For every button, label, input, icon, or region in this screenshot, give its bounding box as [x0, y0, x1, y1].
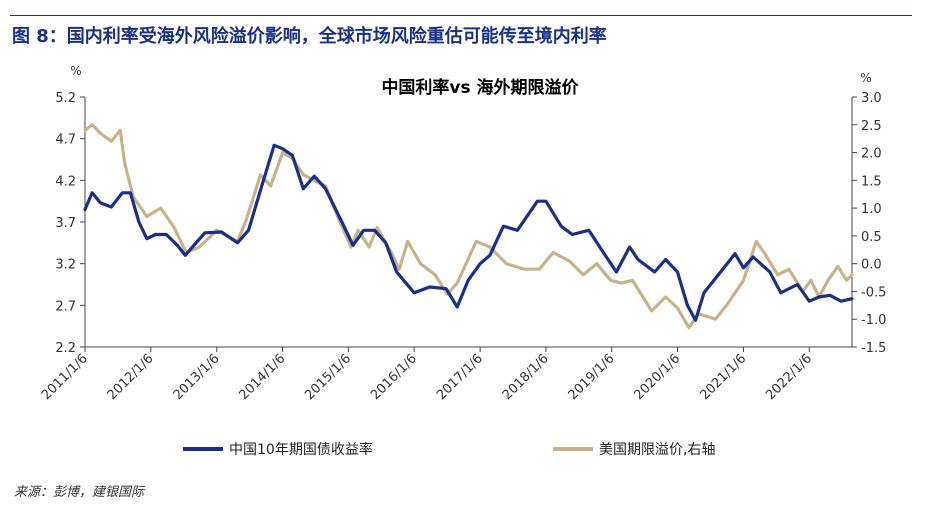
x-tick-label: 2021/1/6 [697, 351, 749, 403]
right-tick-label: -1.5 [861, 341, 886, 356]
left-tick-label: 2.7 [55, 299, 76, 314]
x-tick-label: 2016/1/6 [368, 351, 420, 403]
right-tick-label: 1.5 [861, 174, 882, 189]
right-tick-label: 2.5 [861, 119, 882, 134]
series-line-us-term-premium [83, 123, 854, 330]
series-line-cn10y [83, 143, 854, 322]
left-tick-label: 3.7 [55, 216, 76, 231]
chart-plot [83, 123, 854, 330]
left-tick-label: 4.2 [55, 174, 76, 189]
header-rule [10, 15, 912, 16]
left-tick-label: 3.2 [55, 258, 76, 273]
x-tick-label: 2017/1/6 [434, 351, 486, 403]
right-tick-label: 2.0 [861, 147, 882, 162]
left-tick-label: 5.2 [55, 91, 76, 106]
x-tick-label: 2018/1/6 [500, 351, 552, 403]
x-tick-label: 2013/1/6 [171, 351, 223, 403]
source-note: 来源：彭博，建银国际 [14, 485, 145, 500]
x-tick-label: 2022/1/6 [763, 351, 815, 403]
x-tick-label: 2020/1/6 [631, 351, 683, 403]
chart-title: 中国利率vs 海外期限溢价 [381, 77, 579, 98]
right-axis-unit: % [860, 71, 871, 85]
chart-legend: 中国10年期国债收益率 美国期限溢价,右轴 [183, 441, 715, 458]
left-tick-label: 2.2 [55, 341, 76, 356]
right-tick-label: 1.0 [861, 202, 882, 217]
x-tick-label: 2012/1/6 [105, 351, 157, 403]
legend-label-cn10y: 中国10年期国债收益率 [229, 441, 373, 458]
right-tick-label: 0.5 [861, 230, 882, 245]
legend-label-us-term-premium: 美国期限溢价,右轴 [599, 442, 715, 458]
x-tick-label: 2011/1/6 [39, 351, 91, 403]
left-axis-unit: % [70, 64, 81, 78]
x-tick-label: 2015/1/6 [302, 351, 354, 403]
right-tick-label: 0.0 [861, 258, 882, 273]
right-tick-label: -1.0 [861, 313, 886, 328]
right-tick-label: -0.5 [861, 285, 886, 300]
x-tick-label: 2019/1/6 [566, 351, 618, 403]
figure-title: 图 8：国内利率受海外风险溢价影响，全球市场风险重估可能传至境内利率 [12, 26, 607, 47]
right-tick-label: 3.0 [861, 91, 882, 106]
left-tick-label: 4.7 [55, 133, 76, 148]
x-tick-label: 2014/1/6 [236, 351, 288, 403]
